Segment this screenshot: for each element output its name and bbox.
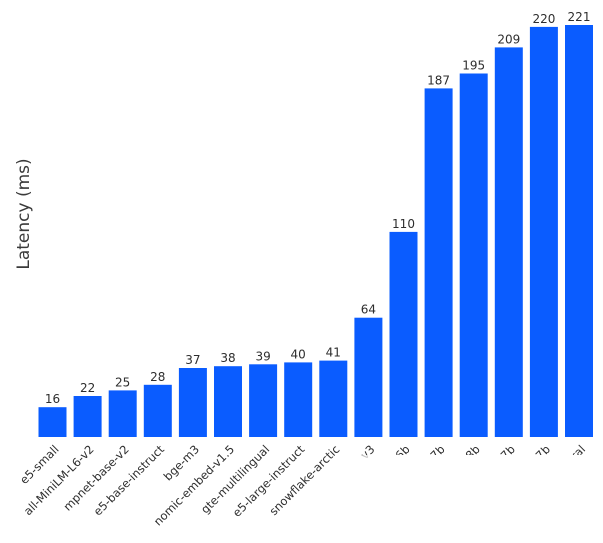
bar-value-label-3: 28 [150, 370, 165, 384]
bar-value-label-5: 38 [220, 351, 235, 365]
bar-value-label-14: 220 [532, 12, 555, 26]
bar-value-label-7: 40 [291, 347, 306, 361]
bar-value-label-8: 41 [326, 346, 341, 360]
bar-value-label-13: 209 [497, 32, 520, 46]
bar-value-label-4: 37 [185, 353, 200, 367]
bar-value-label-6: 39 [255, 349, 270, 363]
bar-value-label-9: 64 [361, 303, 376, 317]
bar-4 [178, 368, 207, 437]
bar-value-label-12: 195 [462, 59, 485, 73]
bar-15 [565, 25, 593, 437]
bar-5 [214, 366, 242, 437]
bar-value-label-10: 110 [392, 217, 415, 231]
bar-2 [108, 390, 137, 437]
bar-value-label-15: 221 [568, 10, 591, 24]
bars-group [38, 25, 593, 438]
bar-1 [73, 396, 102, 437]
bar-14 [529, 26, 558, 438]
bar-6 [249, 364, 278, 437]
bar-8 [319, 360, 348, 437]
bar-value-label-1: 22 [80, 381, 95, 395]
value-labels-group: 16 22 25 28 37 38 39 40 41 64 110 187 195 209 220 221 [45, 10, 591, 406]
bar-value-label-2: 25 [115, 375, 130, 389]
bar-value-label-0: 16 [45, 392, 60, 406]
bar-12 [459, 73, 488, 437]
bar-0 [38, 407, 67, 437]
bar-10 [389, 231, 418, 437]
bar-value-label-11: 187 [427, 73, 450, 87]
bar-3 [143, 384, 172, 437]
bar-7 [284, 362, 313, 437]
bar-13 [494, 47, 523, 438]
label-fade-overlay [330, 455, 603, 543]
bar-9 [354, 317, 383, 437]
bar-11 [424, 88, 453, 438]
y-axis-label: Latency (ms) [14, 158, 34, 269]
